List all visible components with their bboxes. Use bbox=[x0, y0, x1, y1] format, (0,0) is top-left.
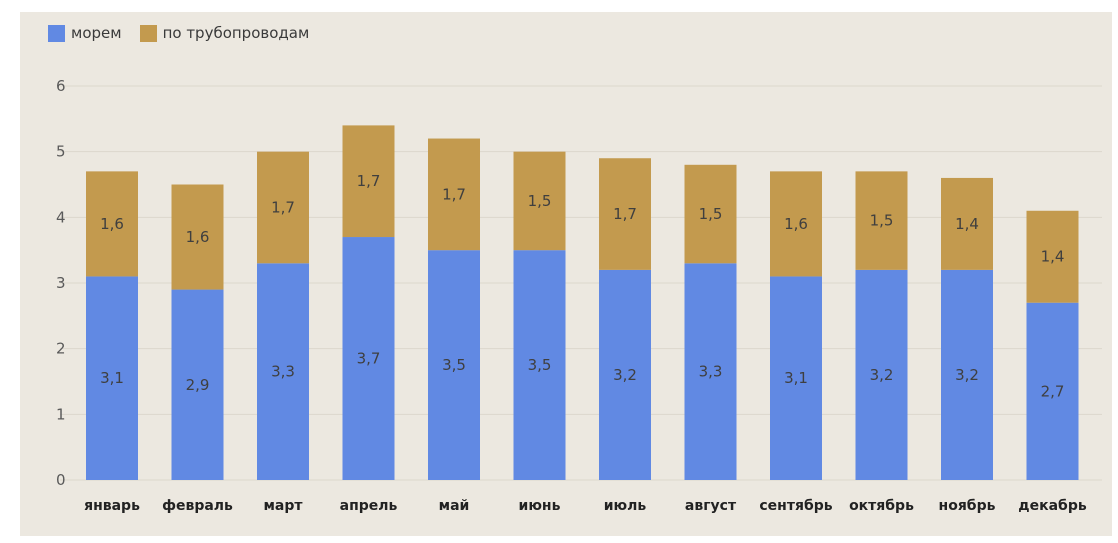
data-label-pipeline: 1,5 bbox=[699, 205, 723, 223]
y-tick-label: 5 bbox=[56, 143, 66, 161]
x-tick-label: июнь bbox=[519, 498, 561, 514]
legend-label-sea: морем bbox=[71, 24, 122, 42]
bar-pipeline bbox=[1026, 210, 1079, 303]
data-label-pipeline: 1,6 bbox=[784, 215, 808, 233]
data-label-pipeline: 1,4 bbox=[1041, 248, 1065, 266]
bar-sea bbox=[684, 263, 737, 480]
bar-sea bbox=[941, 269, 993, 480]
data-label-sea: 3,5 bbox=[528, 356, 552, 374]
data-label-sea: 3,3 bbox=[699, 363, 723, 381]
y-tick-label: 6 bbox=[56, 77, 66, 95]
data-label-pipeline: 1,7 bbox=[613, 205, 637, 223]
x-tick-label: октябрь bbox=[849, 498, 914, 514]
bar-sea bbox=[342, 237, 395, 480]
bar-sea bbox=[513, 250, 566, 480]
data-label-pipeline: 1,7 bbox=[357, 172, 381, 190]
data-label-sea: 3,1 bbox=[100, 369, 124, 387]
y-tick-label: 0 bbox=[56, 471, 66, 489]
x-tick-label: январь bbox=[84, 498, 140, 514]
bar-pipeline bbox=[342, 125, 395, 238]
data-label-pipeline: 1,7 bbox=[442, 185, 466, 203]
legend-item-sea: морем bbox=[48, 24, 122, 42]
bar-pipeline bbox=[513, 151, 566, 251]
data-label-pipeline: 1,4 bbox=[955, 215, 979, 233]
data-label-sea: 2,7 bbox=[1041, 382, 1065, 400]
x-tick-label: июль bbox=[604, 498, 647, 514]
data-label-sea: 3,2 bbox=[870, 366, 894, 384]
data-label-sea: 3,2 bbox=[955, 366, 979, 384]
bar-pipeline bbox=[171, 184, 224, 290]
bar-pipeline bbox=[599, 158, 651, 270]
x-tick-label: декабрь bbox=[1018, 498, 1087, 514]
y-tick-label: 4 bbox=[56, 208, 66, 226]
data-label-pipeline: 1,5 bbox=[528, 192, 552, 210]
chart-panel: морем по трубопроводам 0 1 2 3 4 5 6 3,1 1,6 янва… bbox=[20, 12, 1112, 536]
legend-item-pipeline: по трубопроводам bbox=[139, 24, 310, 42]
bar-sea bbox=[257, 263, 309, 480]
bar-pipeline bbox=[257, 151, 309, 264]
stacked-bar-chart: 0 1 2 3 4 5 6 3,1 1,6 январь 2,9 1,6 февраль 3,3 1,7 ма… bbox=[56, 77, 1102, 514]
legend: морем по трубопроводам bbox=[48, 24, 327, 42]
x-tick-label: февраль bbox=[162, 498, 233, 514]
data-label-sea: 3,5 bbox=[442, 356, 466, 374]
bar-pipeline bbox=[684, 164, 737, 264]
bar-sea bbox=[171, 289, 224, 480]
data-label-pipeline: 1,7 bbox=[271, 198, 295, 216]
data-label-sea: 2,9 bbox=[186, 376, 210, 394]
data-label-pipeline: 1,6 bbox=[186, 228, 210, 246]
bar-pipeline bbox=[86, 171, 138, 277]
bar-pipeline bbox=[941, 177, 993, 270]
data-label-sea: 3,1 bbox=[784, 369, 808, 387]
bar-sea bbox=[1026, 302, 1079, 480]
legend-swatch-pipeline bbox=[139, 24, 157, 42]
data-label-sea: 3,3 bbox=[271, 363, 295, 381]
bar-sea bbox=[86, 276, 138, 480]
x-tick-label: сентябрь bbox=[759, 498, 832, 514]
y-tick-label: 2 bbox=[56, 340, 66, 358]
bar-sea bbox=[428, 250, 480, 480]
bar-sea bbox=[855, 269, 908, 480]
bar-pipeline bbox=[855, 171, 908, 270]
bar-sea bbox=[770, 276, 822, 480]
x-tick-label: ноябрь bbox=[939, 498, 996, 514]
bar-pipeline bbox=[428, 138, 480, 251]
y-tick-label: 3 bbox=[56, 274, 66, 292]
x-tick-label: август bbox=[685, 498, 737, 514]
x-tick-label: апрель bbox=[340, 498, 398, 514]
bar-sea bbox=[599, 269, 651, 480]
legend-label-pipeline: по трубопроводам bbox=[162, 24, 310, 42]
x-tick-label: март bbox=[263, 498, 303, 514]
data-label-sea: 3,2 bbox=[613, 366, 637, 384]
x-tick-label: май bbox=[439, 498, 470, 514]
legend-swatch-sea bbox=[48, 24, 65, 42]
data-label-pipeline: 1,6 bbox=[100, 215, 124, 233]
data-label-sea: 3,7 bbox=[357, 350, 381, 368]
y-tick-label: 1 bbox=[56, 405, 66, 423]
data-label-pipeline: 1,5 bbox=[870, 212, 894, 230]
bar-pipeline bbox=[770, 171, 822, 277]
